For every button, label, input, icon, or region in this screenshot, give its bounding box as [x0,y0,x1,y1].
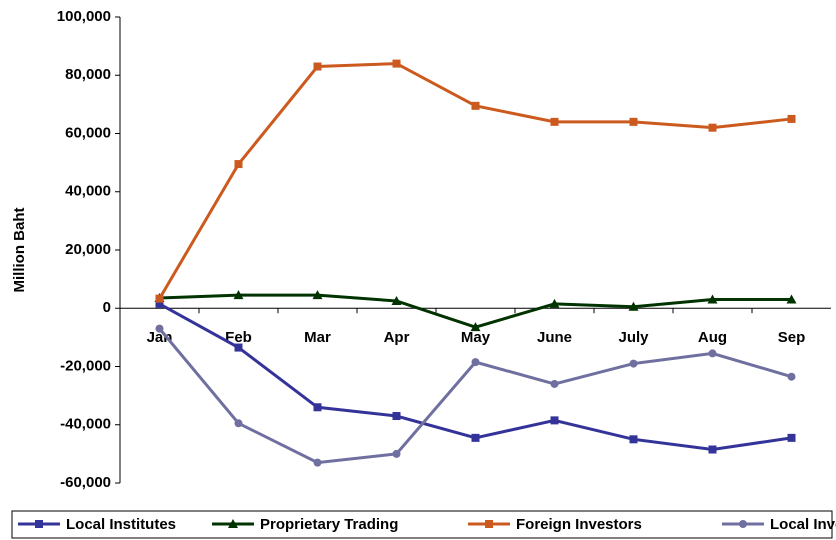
data-point [313,403,322,412]
x-tick-label: Apr [384,329,410,346]
legend-marker [35,520,43,528]
data-point [234,160,243,169]
data-point [629,359,638,368]
x-tick-label: Aug [698,329,727,346]
legend-marker [485,520,493,528]
data-point [392,412,401,421]
x-tick-label: May [461,329,491,346]
data-point [312,290,323,300]
y-tick-label: -40,000 [60,416,111,433]
legend-marker [228,519,238,528]
data-point [787,372,796,381]
y-tick-label: 0 [103,299,111,316]
data-point [391,295,402,305]
y-tick-label: 100,000 [57,8,111,25]
data-point [550,416,559,425]
data-point [392,449,401,458]
data-point [549,298,560,308]
data-point [471,433,480,442]
data-point [708,123,717,132]
data-point [234,419,243,428]
legend-label: Local Investors [770,516,836,533]
data-point [629,435,638,444]
y-tick-label: 20,000 [65,241,111,258]
data-point [550,379,559,388]
y-tick-label: -20,000 [60,357,111,374]
data-point [313,458,322,467]
y-tick-label: -60,000 [60,474,111,491]
y-axis-label: Million Baht [11,208,28,293]
data-point [708,445,717,454]
x-tick-label: Sep [778,329,806,346]
y-tick-label: 80,000 [65,66,111,83]
legend-label: Local Institutes [66,516,176,533]
data-point [392,59,401,68]
data-point [786,294,797,304]
legend-label: Proprietary Trading [260,516,398,533]
data-point [629,117,638,126]
data-point [707,294,718,304]
data-point [233,290,244,300]
data-point [708,349,717,358]
y-tick-label: 60,000 [65,124,111,141]
x-tick-label: Mar [304,329,331,346]
data-point [155,324,164,333]
x-tick-label: July [618,329,649,346]
x-tick-label: Feb [225,329,252,346]
series-line [158,327,792,465]
legend-box [11,510,833,539]
data-point [787,114,796,123]
data-point [313,62,322,71]
x-tick-label: June [537,329,572,346]
data-point [471,358,480,367]
data-point [470,322,481,332]
data-point [628,301,639,311]
series-line [158,62,792,300]
y-tick-label: 40,000 [65,183,111,200]
data-point [550,117,559,126]
data-point [787,433,796,442]
data-point [234,343,243,352]
data-point [155,294,164,303]
x-tick-label: Jan [147,329,173,346]
data-point [155,299,164,308]
legend-label: Foreign Investors [516,516,642,533]
legend-marker [739,520,747,528]
data-point [471,101,480,110]
